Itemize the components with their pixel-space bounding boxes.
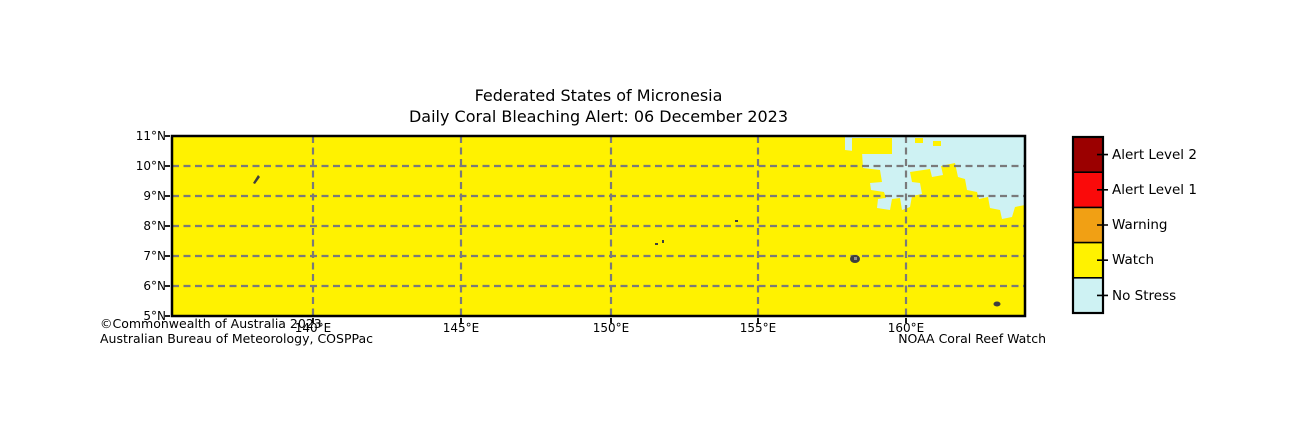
axis-ticks (165, 135, 907, 323)
legend-colorbar (1071, 135, 1108, 315)
map-no-stress-region (845, 136, 1025, 219)
copyright-credit: ©Commonwealth of Australia 2023 Australi… (100, 316, 373, 346)
legend-frame (1071, 135, 1105, 315)
legend-label-alert-level-1: Alert Level 1 (1112, 182, 1197, 198)
legend-label-watch: Watch (1112, 252, 1155, 268)
island-marker (662, 240, 664, 243)
island-marker (993, 301, 1001, 307)
x-tick-label: 155°E (739, 321, 777, 335)
y-tick-label: 7°N (143, 249, 166, 263)
island-marker-center (854, 257, 857, 260)
x-tick-label: 160°E (887, 321, 925, 335)
x-tick-label: 145°E (442, 321, 480, 335)
map-watch-pocket (852, 138, 892, 154)
x-tick-label: 140°E (294, 321, 332, 335)
alert-map (165, 134, 1027, 323)
y-tick-label: 11°N (135, 129, 166, 143)
map-watch-pocket (915, 138, 923, 143)
chart-title-line2: Daily Coral Bleaching Alert: 06 December… (408, 107, 789, 126)
island-marker (655, 243, 658, 245)
legend-label-warning: Warning (1112, 217, 1168, 233)
island-marker (253, 175, 260, 184)
y-tick-label: 8°N (143, 219, 166, 233)
map-gridlines (172, 136, 1025, 316)
island-marker (735, 220, 738, 222)
y-tick-label: 5°N (143, 309, 166, 323)
map-frame (170, 134, 1027, 318)
noaa-credit: NOAA Coral Reef Watch (898, 331, 1046, 346)
legend-swatch-dividers (1073, 171, 1103, 279)
legend-label-no-stress: No Stress (1112, 288, 1177, 304)
chart-title: Federated States of Micronesia Daily Cor… (172, 85, 1025, 127)
legend-label-alert-level-2: Alert Level 2 (1112, 147, 1197, 163)
y-tick-label: 9°N (143, 189, 166, 203)
y-tick-label: 10°N (135, 159, 166, 173)
chart-title-line1: Federated States of Micronesia (474, 86, 723, 105)
map-watch-pocket (933, 141, 941, 146)
x-tick-label: 150°E (592, 321, 630, 335)
copyright-line1: ©Commonwealth of Australia 2023 (100, 316, 322, 331)
copyright-line2: Australian Bureau of Meteorology, COSPPa… (100, 331, 373, 346)
y-tick-label: 6°N (143, 279, 166, 293)
